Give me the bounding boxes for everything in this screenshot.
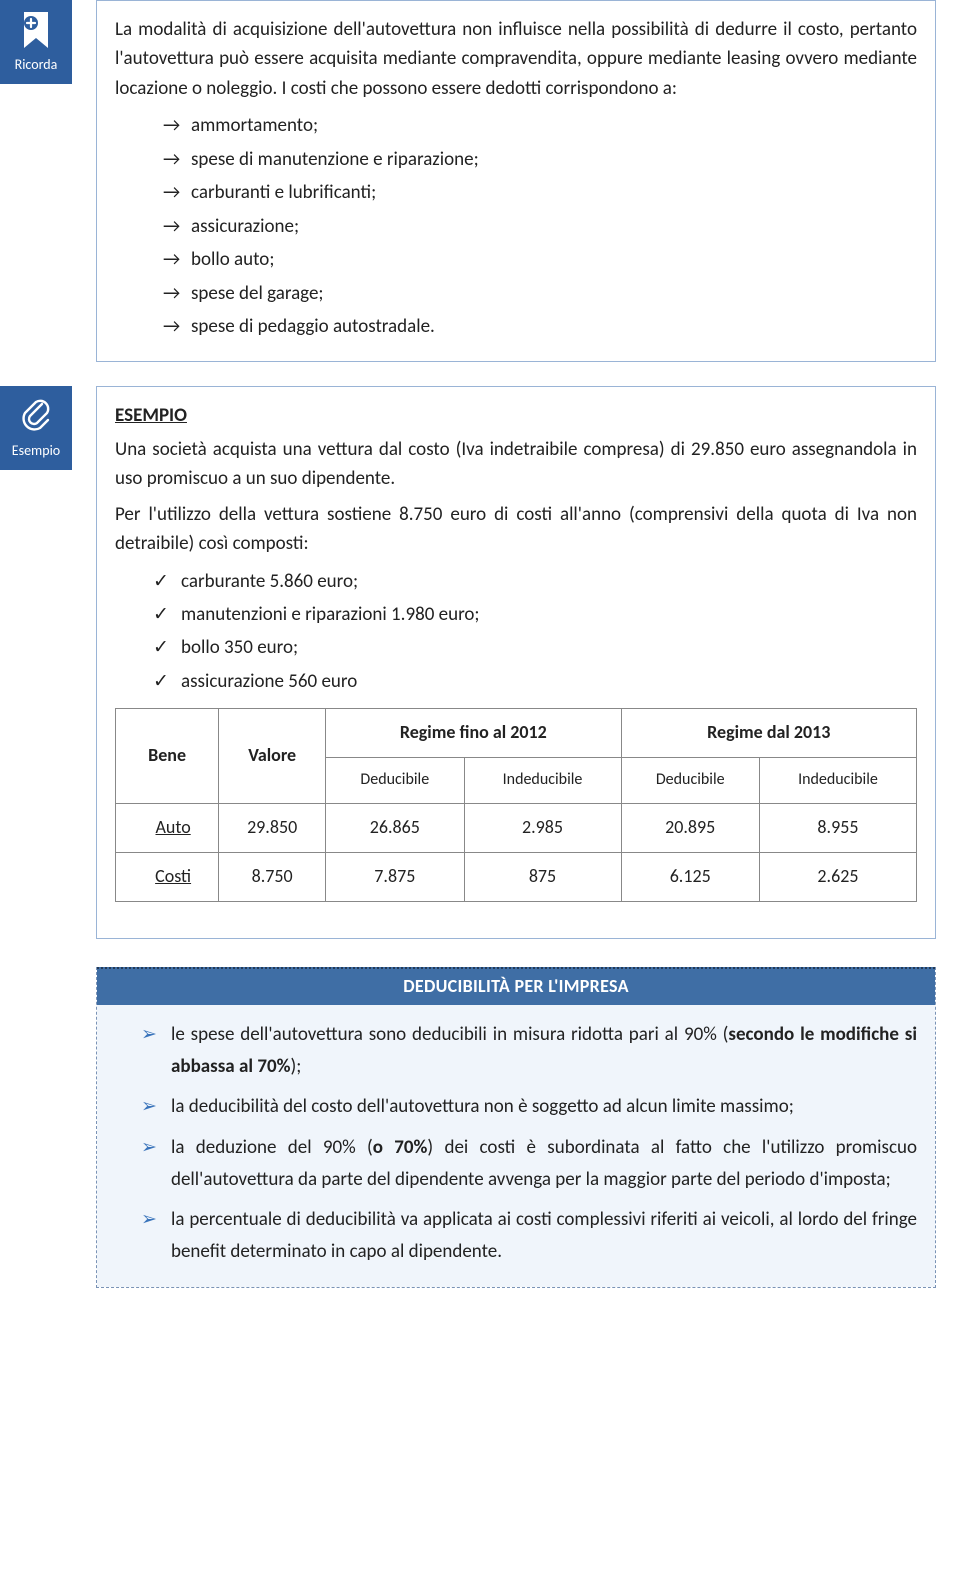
esempio-badge-label: Esempio [0, 440, 72, 462]
list-item: spese di manutenzione e riparazione; [163, 143, 917, 176]
esempio-title: ESEMPIO [115, 401, 917, 430]
table-header-row: Bene Valore Regime fino al 2012 Regime d… [116, 709, 917, 758]
ricorda-row: Ricorda La modalità di acquisizione dell… [0, 0, 960, 362]
cell: 8.955 [759, 804, 916, 853]
list-item: la percentuale di deducibilità va applic… [141, 1200, 917, 1273]
cell: 7.875 [326, 852, 464, 901]
deducibilita-list: le spese dell'autovettura sono deducibil… [115, 1015, 917, 1273]
cell: 2.985 [464, 804, 621, 853]
ricorda-box: La modalità di acquisizione dell'autovet… [96, 0, 936, 362]
ricorda-list: ammortamento; spese di manutenzione e ri… [115, 109, 917, 343]
list-item: manutenzioni e riparazioni 1.980 euro; [153, 598, 917, 631]
regime-table: Bene Valore Regime fino al 2012 Regime d… [115, 708, 917, 901]
table-row: Costi 8.750 7.875 875 6.125 2.625 [116, 852, 917, 901]
col-group-2012: Regime fino al 2012 [326, 709, 621, 758]
col-ind-2012: Indeducibile [464, 758, 621, 804]
col-bene: Bene [116, 709, 219, 804]
table-row: Auto 29.850 26.865 2.985 20.895 8.955 [116, 804, 917, 853]
list-item: le spese dell'autovettura sono deducibil… [141, 1015, 917, 1088]
col-ind-2013: Indeducibile [759, 758, 916, 804]
badge-column: Esempio [0, 386, 96, 470]
cell-bene: Costi [116, 852, 219, 901]
list-item: bollo 350 euro; [153, 631, 917, 664]
esempio-badge: Esempio [0, 386, 72, 470]
ricorda-intro: La modalità di acquisizione dell'autovet… [115, 15, 917, 103]
list-item: bollo auto; [163, 243, 917, 276]
deducibilita-body: le spese dell'autovettura sono deducibil… [97, 1005, 935, 1287]
cell-valore: 8.750 [219, 852, 326, 901]
cell: 26.865 [326, 804, 464, 853]
list-item: la deducibilità del costo dell'autovettu… [141, 1087, 917, 1127]
list-item: assicurazione 560 euro [153, 665, 917, 698]
esempio-p1: Una società acquista una vettura dal cos… [115, 435, 917, 494]
ricorda-badge: Ricorda [0, 0, 72, 84]
esempio-box: ESEMPIO Una società acquista una vettura… [96, 386, 936, 938]
bookmark-plus-icon [18, 10, 54, 50]
list-item: ammortamento; [163, 109, 917, 142]
list-item: spese di pedaggio autostradale. [163, 310, 917, 343]
col-ded-2013: Deducibile [621, 758, 759, 804]
cell: 875 [464, 852, 621, 901]
list-item: carburanti e lubrificanti; [163, 176, 917, 209]
cell: 20.895 [621, 804, 759, 853]
esempio-row: Esempio ESEMPIO Una società acquista una… [0, 386, 960, 938]
deducibilita-title: DEDUCIBILITÀ PER L'IMPRESA [97, 967, 935, 1005]
list-item: carburante 5.860 euro; [153, 565, 917, 598]
deducibilita-section: DEDUCIBILITÀ PER L'IMPRESA le spese dell… [96, 967, 936, 1288]
cell-bene: Auto [116, 804, 219, 853]
col-group-2013: Regime dal 2013 [621, 709, 916, 758]
cell: 6.125 [621, 852, 759, 901]
col-valore: Valore [219, 709, 326, 804]
ricorda-content: La modalità di acquisizione dell'autovet… [96, 0, 960, 362]
badge-column: Ricorda [0, 0, 96, 84]
esempio-p2: Per l'utilizzo della vettura sostiene 8.… [115, 500, 917, 559]
esempio-content: ESEMPIO Una società acquista una vettura… [96, 386, 960, 938]
list-item: assicurazione; [163, 210, 917, 243]
cell: 2.625 [759, 852, 916, 901]
paperclip-icon [18, 396, 54, 436]
page: Ricorda La modalità di acquisizione dell… [0, 0, 960, 1288]
col-ded-2012: Deducibile [326, 758, 464, 804]
esempio-costs-list: carburante 5.860 euro; manutenzioni e ri… [115, 565, 917, 699]
cell-valore: 29.850 [219, 804, 326, 853]
list-item: spese del garage; [163, 277, 917, 310]
ricorda-badge-label: Ricorda [0, 54, 72, 76]
list-item: la deduzione del 90% (o 70%) dei costi è… [141, 1128, 917, 1201]
